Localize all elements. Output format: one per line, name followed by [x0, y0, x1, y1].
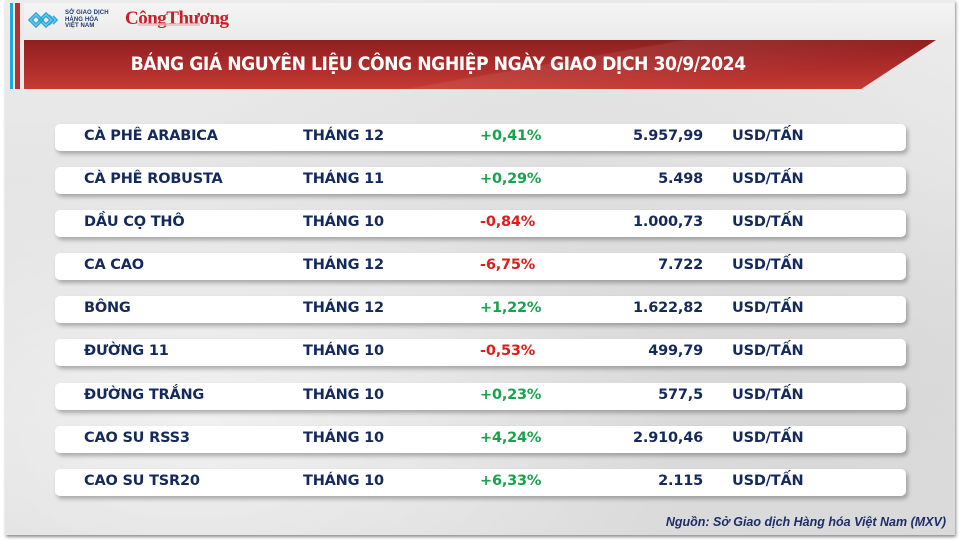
price-change: +0,23% — [480, 386, 542, 403]
contract-month: THÁNG 11 — [303, 171, 384, 188]
header-logos: SỞ GIAO DỊCH HÀNG HÓA VIỆT NAM CôngThươn… — [27, 8, 229, 31]
commodity-name: CÀ PHÊ ARABICA — [84, 128, 218, 144]
congthuong-brand-logo: CôngThương — [125, 8, 229, 29]
commodity-name: DẦU CỌ THÔ — [84, 214, 185, 231]
price-change: +0,29% — [480, 171, 542, 188]
price-unit: USD/TẤN — [732, 128, 804, 144]
page-title: BẢNG GIÁ NGUYÊN LIỆU CÔNG NGHIỆP NGÀY GI… — [130, 54, 747, 75]
table-row: DẦU CỌ THÔ THÁNG 10 -0,84% 1.000,73 USD/… — [55, 210, 906, 238]
commodity-name: CAO SU RSS3 — [84, 429, 190, 446]
contract-month: THÁNG 12 — [303, 257, 384, 274]
table-row: CÀ PHÊ ARABICA THÁNG 12 +0,41% 5.957,99 … — [55, 124, 906, 151]
commodity-name: CAO SU TSR20 — [84, 472, 200, 489]
price-value: 5.498 — [658, 171, 703, 188]
price-change: +0,41% — [480, 128, 542, 144]
table-row: CÀ PHÊ ROBUSTA THÁNG 11 +0,29% 5.498 USD… — [55, 167, 906, 195]
commodity-name: CA CAO — [84, 257, 144, 274]
price-table: CÀ PHÊ ARABICA THÁNG 12 +0,41% 5.957,99 … — [55, 124, 906, 512]
brand-underline — [138, 23, 200, 26]
price-unit: USD/TẤN — [732, 171, 804, 188]
header-strip — [24, 3, 954, 39]
contract-month: THÁNG 12 — [303, 300, 384, 317]
price-value: 577,5 — [658, 386, 703, 403]
source-note: Nguồn: Sở Giao dịch Hàng hóa Việt Nam (M… — [665, 515, 946, 529]
table-row: ĐƯỜNG 11 THÁNG 10 -0,53% 499,79 USD/TẤN — [55, 339, 906, 367]
commodity-name: BÔNG — [84, 300, 131, 317]
contract-month: THÁNG 12 — [303, 128, 384, 144]
price-unit: USD/TẤN — [732, 343, 804, 360]
org-name-line3: VIỆT NAM — [65, 23, 95, 30]
price-unit: USD/TẤN — [732, 429, 804, 446]
table-row: CAO SU RSS3 THÁNG 10 +4,24% 2.910,46 USD… — [55, 425, 906, 453]
mxv-logo-icon — [27, 11, 59, 29]
mxv-logo-text: SỞ GIAO DỊCH HÀNG HÓA VIỆT NAM — [65, 10, 119, 30]
commodity-name: ĐƯỜNG TRẮNG — [84, 386, 205, 403]
price-unit: USD/TẤN — [732, 257, 804, 274]
price-change: -0,53% — [480, 343, 536, 360]
price-value: 5.957,99 — [633, 128, 703, 144]
price-value: 499,79 — [648, 343, 703, 360]
contract-month: THÁNG 10 — [303, 386, 384, 403]
price-change: +6,33% — [480, 472, 542, 489]
title-banner-sheen — [24, 40, 936, 89]
price-value: 1.622,82 — [633, 300, 703, 317]
price-value: 1.000,73 — [633, 214, 703, 231]
price-unit: USD/TẤN — [732, 300, 804, 317]
price-unit: USD/TẤN — [732, 386, 804, 403]
contract-month: THÁNG 10 — [303, 429, 384, 446]
price-unit: USD/TẤN — [732, 472, 804, 489]
table-row: CAO SU TSR20 THÁNG 10 +6,33% 2.115 USD/T… — [55, 468, 906, 496]
price-change: +1,22% — [480, 300, 542, 317]
price-value: 7.722 — [658, 257, 703, 274]
table-row: CA CAO THÁNG 12 -6,75% 7.722 USD/TẤN — [55, 253, 906, 281]
table-row: BÔNG THÁNG 12 +1,22% 1.622,82 USD/TẤN — [55, 296, 906, 324]
contract-month: THÁNG 10 — [303, 343, 384, 360]
price-value: 2.910,46 — [633, 429, 703, 446]
price-change: -6,75% — [480, 257, 536, 274]
price-unit: USD/TẤN — [732, 214, 804, 231]
price-change: -0,84% — [480, 214, 536, 231]
commodity-name: CÀ PHÊ ROBUSTA — [84, 171, 223, 188]
price-change: +4,24% — [480, 429, 542, 446]
price-value: 2.115 — [658, 472, 703, 489]
commodity-name: ĐƯỜNG 11 — [84, 343, 169, 360]
title-banner — [24, 40, 936, 89]
accent-bar-cyan — [10, 3, 13, 89]
org-name-line2: HÀNG HÓA — [65, 16, 99, 23]
table-row: ĐƯỜNG TRẮNG THÁNG 10 +0,23% 577,5 USD/TẤ… — [55, 382, 906, 410]
accent-bar-red — [15, 3, 20, 89]
org-name-line1: SỞ GIAO DỊCH — [65, 10, 109, 17]
contract-month: THÁNG 10 — [303, 472, 384, 489]
contract-month: THÁNG 10 — [303, 214, 384, 231]
